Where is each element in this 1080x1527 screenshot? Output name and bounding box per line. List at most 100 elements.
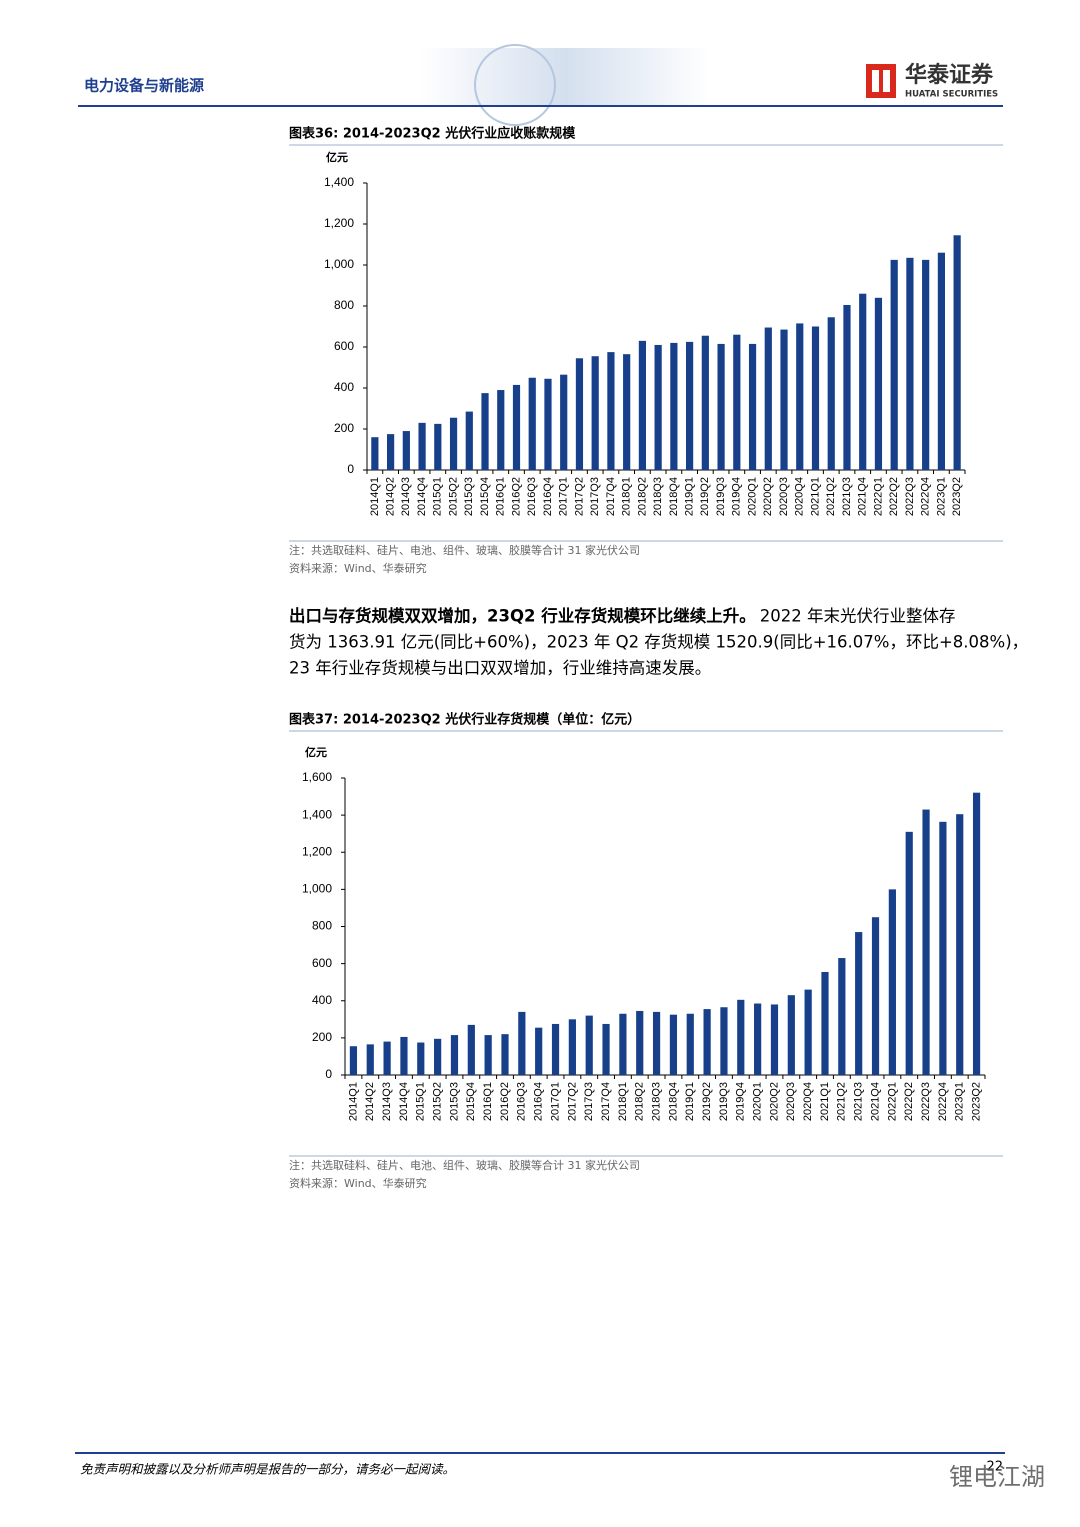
x-tick-label: 2019Q3	[715, 477, 727, 516]
x-tick-label: 2016Q3	[516, 1082, 528, 1121]
x-tick-label: 2019Q1	[684, 477, 696, 516]
x-tick-label: 2016Q4	[542, 477, 554, 516]
bar	[501, 1034, 509, 1075]
y-tick-label: 800	[334, 298, 354, 312]
x-tick-label: 2016Q1	[495, 477, 507, 516]
x-tick-label: 2014Q1	[347, 1082, 359, 1121]
bar	[450, 1035, 459, 1075]
bar	[821, 971, 829, 1075]
bar	[780, 329, 788, 470]
x-tick-label: 2021Q4	[869, 1082, 881, 1121]
bar	[787, 995, 795, 1075]
bar	[939, 821, 947, 1075]
y-tick-label: 1,200	[324, 216, 354, 230]
x-tick-label: 2018Q3	[652, 477, 664, 516]
bar	[418, 422, 426, 470]
y-tick-label: 400	[312, 993, 332, 1007]
bar	[449, 417, 458, 470]
x-tick-label: 2020Q4	[802, 1082, 814, 1121]
bar	[686, 1013, 694, 1075]
x-tick-label: 2020Q3	[778, 477, 790, 516]
x-tick-label: 2015Q3	[448, 1082, 460, 1121]
bar	[535, 1027, 543, 1075]
bar	[434, 423, 442, 470]
y-tick-label: 1,200	[302, 844, 332, 858]
x-tick-label: 2020Q4	[794, 477, 806, 516]
y-tick-label: 1,400	[324, 175, 354, 189]
bar	[701, 335, 709, 470]
bar	[551, 1023, 560, 1075]
bar	[544, 378, 552, 470]
section-title: 电力设备与新能源	[84, 77, 204, 95]
header-banner	[420, 48, 710, 105]
watermark: 锂电江湖	[949, 1463, 1045, 1491]
bar	[906, 257, 914, 470]
bar	[417, 1042, 425, 1075]
paragraph-lead: 出口与存货规模双双增加，23Q2 行业存货规模环比继续上升。	[289, 606, 756, 626]
figure-note: 注：共选取硅料、硅片、电池、组件、玻璃、胶膜等合计 31 家光伏公司	[289, 543, 640, 557]
bar	[670, 342, 678, 470]
y-tick-label: 0	[347, 462, 354, 476]
bar	[602, 1023, 610, 1075]
bar	[467, 1024, 475, 1075]
bar	[859, 293, 867, 470]
x-tick-label: 2018Q3	[650, 1082, 662, 1121]
bar	[349, 1046, 358, 1075]
paragraph-line: 23 年行业存货规模与出口双双增加，行业维持高速发展。	[289, 659, 711, 678]
x-tick-label: 2014Q3	[400, 477, 412, 516]
x-tick-label: 2022Q2	[903, 1082, 915, 1121]
x-tick-label: 2014Q4	[398, 1082, 410, 1121]
x-tick-label: 2018Q2	[636, 477, 648, 516]
bar	[366, 1044, 374, 1075]
x-tick-label: 2016Q2	[510, 477, 522, 516]
bar	[638, 340, 646, 470]
x-tick-label: 2018Q1	[617, 1082, 629, 1121]
x-tick-label: 2017Q4	[600, 1082, 612, 1121]
x-tick-label: 2021Q2	[825, 477, 837, 516]
x-tick-label: 2021Q3	[853, 1082, 865, 1121]
x-tick-label: 2017Q1	[549, 1082, 561, 1121]
y-tick-label: 400	[334, 380, 354, 394]
y-tick-label: 200	[312, 1030, 332, 1044]
paragraph-line: 货为 1363.91 亿元(同比+60%)，2023 年 Q2 存货规模 152…	[289, 633, 1028, 652]
bar	[796, 323, 804, 470]
x-tick-label: 2021Q2	[836, 1082, 848, 1121]
x-tick-label: 2017Q3	[583, 1082, 595, 1121]
bar	[827, 317, 835, 470]
x-tick-label: 2015Q1	[415, 1082, 427, 1121]
bar	[717, 343, 725, 470]
x-tick-label: 2022Q1	[872, 477, 884, 516]
x-tick-label: 2020Q2	[768, 1082, 780, 1121]
bar	[874, 297, 883, 470]
figure-note: 注：共选取硅料、硅片、电池、组件、玻璃、胶膜等合计 31 家光伏公司	[289, 1158, 640, 1172]
y-tick-label: 200	[334, 421, 354, 435]
x-tick-label: 2021Q1	[819, 1082, 831, 1121]
x-tick-label: 2022Q1	[886, 1082, 898, 1121]
bar	[560, 374, 568, 470]
bar	[654, 344, 662, 470]
x-tick-label: 2014Q3	[381, 1082, 393, 1121]
x-tick-label: 2023Q1	[935, 477, 947, 516]
bar	[484, 1035, 492, 1075]
logo-mark	[866, 64, 896, 98]
bar	[619, 1013, 627, 1075]
x-tick-label: 2015Q2	[447, 477, 459, 516]
y-tick-label: 600	[312, 956, 332, 970]
bar	[804, 989, 812, 1075]
bar	[669, 1014, 678, 1075]
x-tick-label: 2017Q1	[558, 477, 570, 516]
bar	[481, 393, 489, 470]
bar	[568, 1019, 576, 1075]
x-tick-label: 2016Q2	[499, 1082, 511, 1121]
x-tick-label: 2019Q4	[735, 1082, 747, 1121]
x-tick-label: 2022Q4	[937, 1082, 949, 1121]
x-tick-label: 2019Q1	[684, 1082, 696, 1121]
figure-source: 资料来源：Wind、华泰研究	[289, 1176, 427, 1190]
x-tick-label: 2020Q2	[762, 477, 774, 516]
x-tick-label: 2019Q2	[699, 477, 711, 516]
x-tick-label: 2018Q2	[634, 1082, 646, 1121]
bar	[585, 1015, 593, 1075]
y-tick-label: 1,000	[302, 882, 332, 896]
bar	[518, 1011, 526, 1075]
